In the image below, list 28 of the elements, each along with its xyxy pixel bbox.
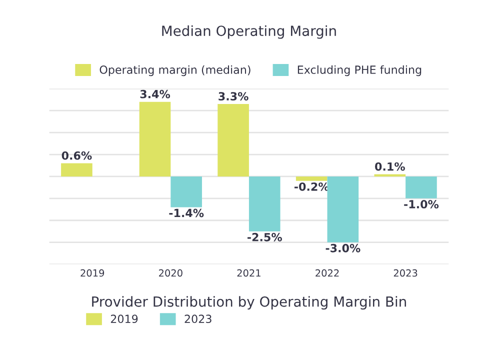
x-tick-label: 2023 [394, 269, 418, 277]
data-label: 3.3% [218, 92, 248, 100]
legend-label: 2023 [184, 314, 212, 324]
legend-label: 2019 [110, 314, 138, 324]
x-tick-label: 2020 [159, 269, 182, 277]
data-label: -1.4% [169, 208, 204, 218]
bar [248, 176, 280, 232]
x-tick-label: 2021 [237, 269, 260, 277]
text: Provider Distribution by Operating Margin Bin [92, 296, 406, 310]
chart-title: Median Operating Margin [162, 25, 336, 39]
bar [296, 176, 328, 181]
data-label: -2.5% [248, 232, 282, 242]
data-label: -1.0% [404, 200, 439, 208]
bar [61, 163, 92, 176]
bar [406, 176, 437, 198]
data-label: -0.2% [294, 182, 329, 191]
data-label: 0.1% [375, 162, 405, 171]
bar [139, 102, 171, 176]
x-tick-label: 2019 [80, 269, 104, 277]
data-label: -3.0% [326, 244, 360, 252]
legend-label: Operating margin (median) [100, 65, 250, 76]
data-label: 0.6% [62, 151, 92, 160]
bar [327, 176, 359, 242]
x-tick-label: 2022 [316, 269, 339, 277]
legend-label: Excluding PHE funding [298, 65, 422, 76]
data-label: 3.4% [140, 90, 170, 98]
bar [170, 176, 202, 208]
bar [218, 104, 249, 176]
